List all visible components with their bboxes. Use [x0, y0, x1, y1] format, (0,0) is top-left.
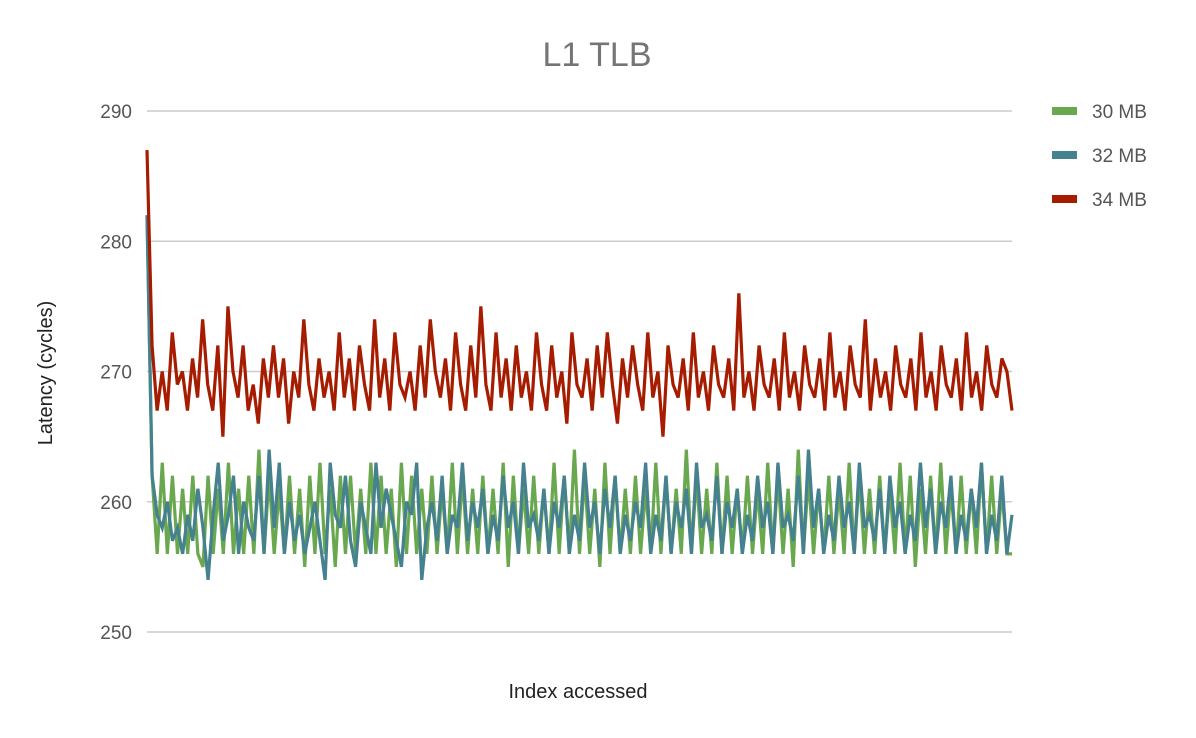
y-tick-label: 250 [100, 623, 132, 644]
x-axis-label: Index accessed [509, 681, 648, 703]
series-line-30-mb [145, 215, 1012, 568]
plot-area [145, 150, 1014, 581]
chart-title: L1 TLB [542, 36, 651, 74]
legend: 30 MB 32 MB 34 MB [1052, 102, 1147, 211]
y-tick-label: 290 [100, 102, 132, 123]
legend-label: 30 MB [1092, 102, 1147, 123]
legend-swatch [1052, 107, 1077, 115]
series-line-32-mb [145, 215, 1014, 581]
y-axis-label: Latency (cycles) [35, 301, 57, 446]
legend-swatch [1052, 151, 1077, 159]
legend-label: 32 MB [1092, 146, 1147, 167]
legend-label: 34 MB [1092, 190, 1147, 211]
series-line-34-mb [145, 150, 1014, 437]
legend-swatch [1052, 195, 1077, 203]
y-axis-ticks: 250 260 270 280 290 [100, 102, 132, 644]
y-tick-label: 260 [100, 493, 132, 514]
y-tick-label: 270 [100, 363, 132, 384]
y-tick-label: 280 [100, 232, 132, 253]
